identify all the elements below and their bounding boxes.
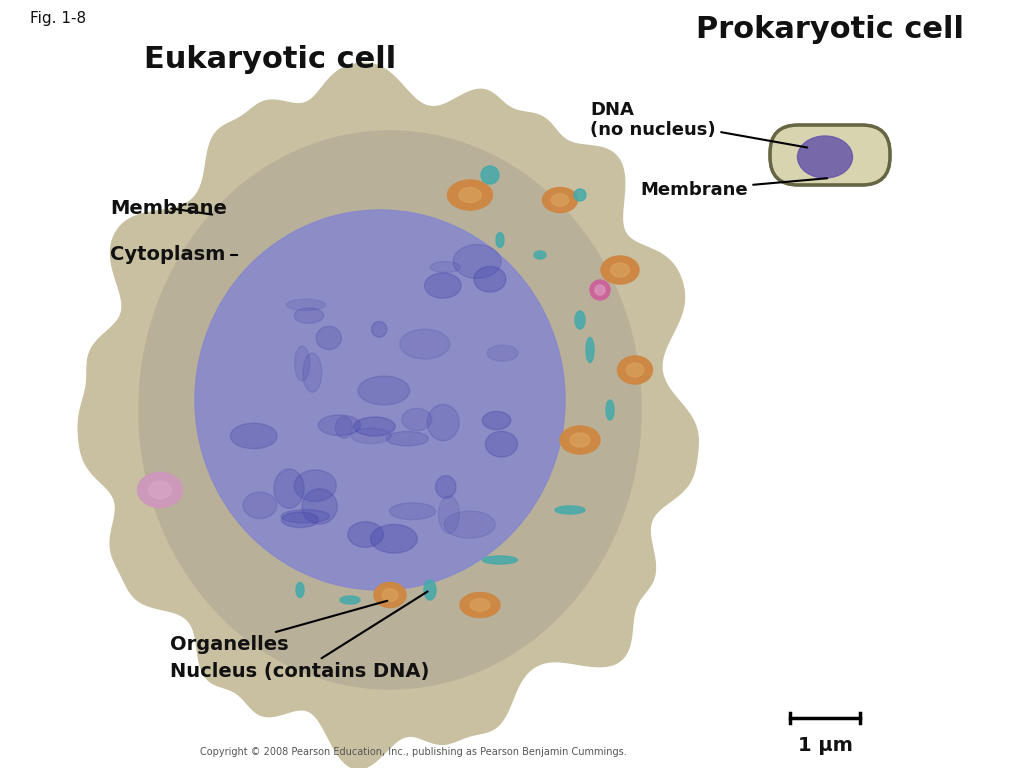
Text: Eukaryotic cell: Eukaryotic cell	[144, 45, 396, 74]
Ellipse shape	[282, 512, 318, 528]
Ellipse shape	[243, 492, 276, 518]
Ellipse shape	[481, 166, 499, 184]
Ellipse shape	[595, 285, 605, 295]
Ellipse shape	[148, 482, 171, 498]
Text: Nucleus (contains DNA): Nucleus (contains DNA)	[170, 591, 429, 681]
Ellipse shape	[438, 495, 460, 534]
FancyBboxPatch shape	[770, 125, 890, 185]
Ellipse shape	[551, 194, 568, 207]
Ellipse shape	[606, 400, 614, 420]
Ellipse shape	[474, 266, 506, 292]
Ellipse shape	[372, 322, 387, 337]
Text: Membrane: Membrane	[640, 178, 827, 199]
Text: 1 µm: 1 µm	[798, 736, 852, 755]
Ellipse shape	[586, 337, 594, 362]
Ellipse shape	[348, 521, 383, 548]
Ellipse shape	[335, 417, 352, 439]
Ellipse shape	[294, 470, 336, 502]
Ellipse shape	[318, 415, 360, 435]
Ellipse shape	[487, 345, 518, 361]
Ellipse shape	[287, 300, 326, 310]
Ellipse shape	[470, 599, 490, 611]
Ellipse shape	[570, 433, 590, 447]
Ellipse shape	[425, 273, 461, 298]
Ellipse shape	[386, 432, 428, 446]
Polygon shape	[78, 63, 698, 768]
Ellipse shape	[274, 469, 304, 508]
Ellipse shape	[424, 580, 436, 600]
Ellipse shape	[382, 589, 398, 601]
Ellipse shape	[401, 409, 432, 431]
Ellipse shape	[340, 596, 360, 604]
Ellipse shape	[354, 417, 395, 436]
Ellipse shape	[601, 256, 639, 284]
Ellipse shape	[447, 180, 493, 210]
Ellipse shape	[302, 488, 337, 525]
Ellipse shape	[482, 412, 511, 429]
Text: Cytoplasm: Cytoplasm	[110, 246, 238, 264]
Ellipse shape	[534, 251, 546, 259]
Ellipse shape	[543, 187, 578, 213]
Ellipse shape	[303, 353, 322, 392]
Ellipse shape	[358, 376, 410, 405]
Ellipse shape	[371, 525, 417, 553]
Ellipse shape	[296, 582, 304, 598]
Ellipse shape	[399, 329, 450, 359]
Ellipse shape	[454, 244, 501, 279]
Ellipse shape	[496, 233, 504, 247]
Ellipse shape	[444, 511, 496, 538]
Ellipse shape	[485, 432, 517, 457]
Ellipse shape	[427, 405, 459, 441]
Ellipse shape	[316, 326, 341, 349]
Ellipse shape	[435, 475, 456, 498]
Text: Copyright © 2008 Pearson Education, Inc., publishing as Pearson Benjamin Cumming: Copyright © 2008 Pearson Education, Inc.…	[200, 747, 627, 757]
Ellipse shape	[459, 187, 481, 203]
Ellipse shape	[574, 189, 586, 201]
Ellipse shape	[560, 426, 600, 454]
Text: DNA
(no nucleus): DNA (no nucleus)	[590, 101, 807, 147]
Ellipse shape	[351, 428, 391, 444]
Ellipse shape	[575, 311, 585, 329]
Ellipse shape	[482, 556, 517, 564]
Text: Fig. 1-8: Fig. 1-8	[30, 11, 86, 25]
Ellipse shape	[590, 280, 610, 300]
Ellipse shape	[555, 506, 585, 514]
Ellipse shape	[617, 356, 652, 384]
Ellipse shape	[798, 136, 853, 178]
Text: Membrane: Membrane	[110, 198, 227, 217]
Ellipse shape	[627, 363, 644, 377]
Text: Prokaryotic cell: Prokaryotic cell	[696, 15, 964, 45]
Ellipse shape	[374, 582, 406, 607]
Ellipse shape	[137, 472, 182, 508]
Ellipse shape	[195, 210, 565, 590]
Ellipse shape	[281, 510, 330, 523]
Ellipse shape	[460, 592, 500, 617]
Ellipse shape	[295, 346, 309, 381]
Ellipse shape	[610, 263, 630, 277]
Ellipse shape	[389, 503, 435, 520]
Polygon shape	[139, 131, 641, 689]
Ellipse shape	[294, 308, 324, 323]
Ellipse shape	[430, 262, 461, 273]
Ellipse shape	[230, 423, 278, 449]
Text: Organelles: Organelles	[170, 601, 387, 654]
